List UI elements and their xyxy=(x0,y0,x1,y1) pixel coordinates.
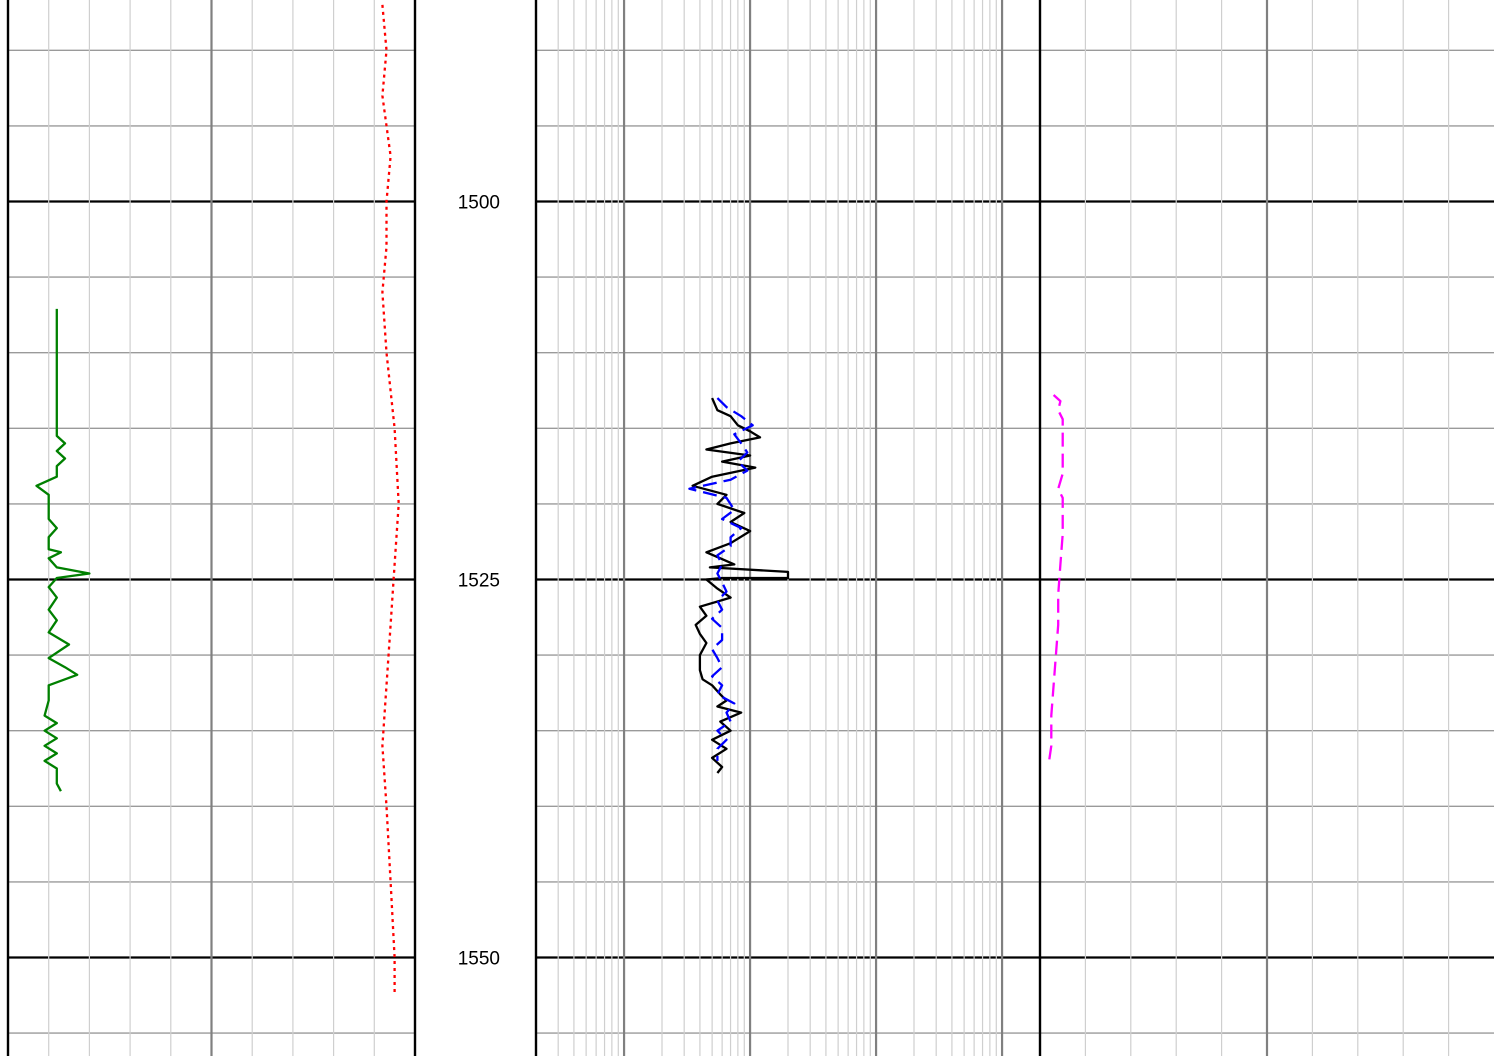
track1-curve-1 xyxy=(35,308,91,792)
track2-curve-1 xyxy=(691,397,790,774)
depth-label: 1500 xyxy=(458,193,500,214)
grid-layer xyxy=(6,0,1494,1056)
track2-curve-2 xyxy=(688,397,754,761)
track1-curve-2 xyxy=(381,4,400,996)
depth-label-layer: 1500 1525 1550 xyxy=(458,193,500,970)
track3-curve-1 xyxy=(1047,394,1064,762)
depth-label: 1550 xyxy=(458,949,500,970)
curve-layer xyxy=(35,4,1064,996)
depth-label: 1525 xyxy=(458,571,500,592)
